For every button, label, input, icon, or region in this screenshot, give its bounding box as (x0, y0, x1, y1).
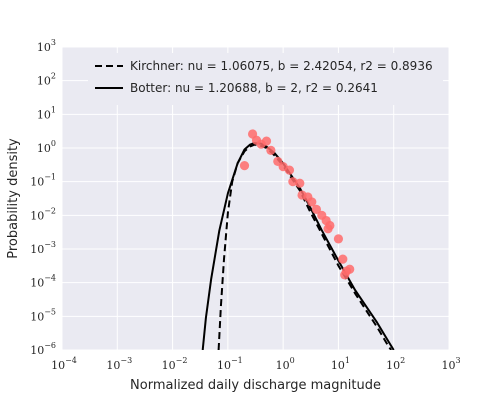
scatter-point (266, 145, 276, 155)
x-tick-label: 10−3 (106, 356, 132, 372)
legend-label: Botter: nu = 1.20688, b = 2, r2 = 0.2641 (130, 81, 378, 95)
plot-series (201, 129, 395, 350)
y-tick-label: 10−3 (30, 240, 56, 256)
y-tick-label: 103 (37, 38, 56, 54)
y-tick-label: 101 (37, 105, 56, 121)
x-axis-title: Normalized daily discharge magnitude (130, 378, 381, 393)
scatter-point (345, 264, 355, 274)
scatter-point (261, 136, 272, 146)
scatter-series (239, 129, 355, 280)
legend-label: Kirchner: nu = 1.06075, b = 2.42054, r2 … (130, 59, 433, 73)
scatter-point (288, 177, 298, 187)
x-tick-label: 103 (441, 356, 460, 372)
x-tick-label: 100 (276, 356, 295, 372)
y-tick-label: 102 (37, 72, 56, 88)
y-tick-label: 10−6 (30, 341, 56, 357)
scatter-point (295, 178, 305, 188)
y-tick-label: 10−2 (30, 206, 56, 222)
x-tick-label: 10−4 (51, 356, 77, 372)
scatter-point (333, 234, 344, 244)
scatter-point (284, 165, 295, 175)
scatter-point (338, 254, 348, 264)
x-tick-label: 102 (386, 356, 405, 372)
scatter-point (307, 197, 317, 207)
x-tick-label: 10−2 (162, 356, 188, 372)
kirchner-line (217, 143, 393, 350)
scatter-point (239, 161, 250, 171)
botter-line (201, 142, 395, 350)
y-tick-label: 10−1 (30, 173, 56, 189)
legend-box (88, 53, 443, 105)
legend: Kirchner: nu = 1.06075, b = 2.42054, r2 … (88, 53, 443, 105)
y-axis-title: Probability density (6, 138, 21, 259)
x-tick-label: 10−1 (217, 356, 243, 372)
y-tick-label: 100 (37, 139, 56, 155)
x-tick-label: 101 (331, 356, 350, 372)
scatter-point (311, 204, 322, 215)
y-tick-label: 10−4 (30, 274, 56, 290)
y-tick-label: 10−5 (30, 307, 56, 323)
scatter-point (325, 220, 335, 231)
